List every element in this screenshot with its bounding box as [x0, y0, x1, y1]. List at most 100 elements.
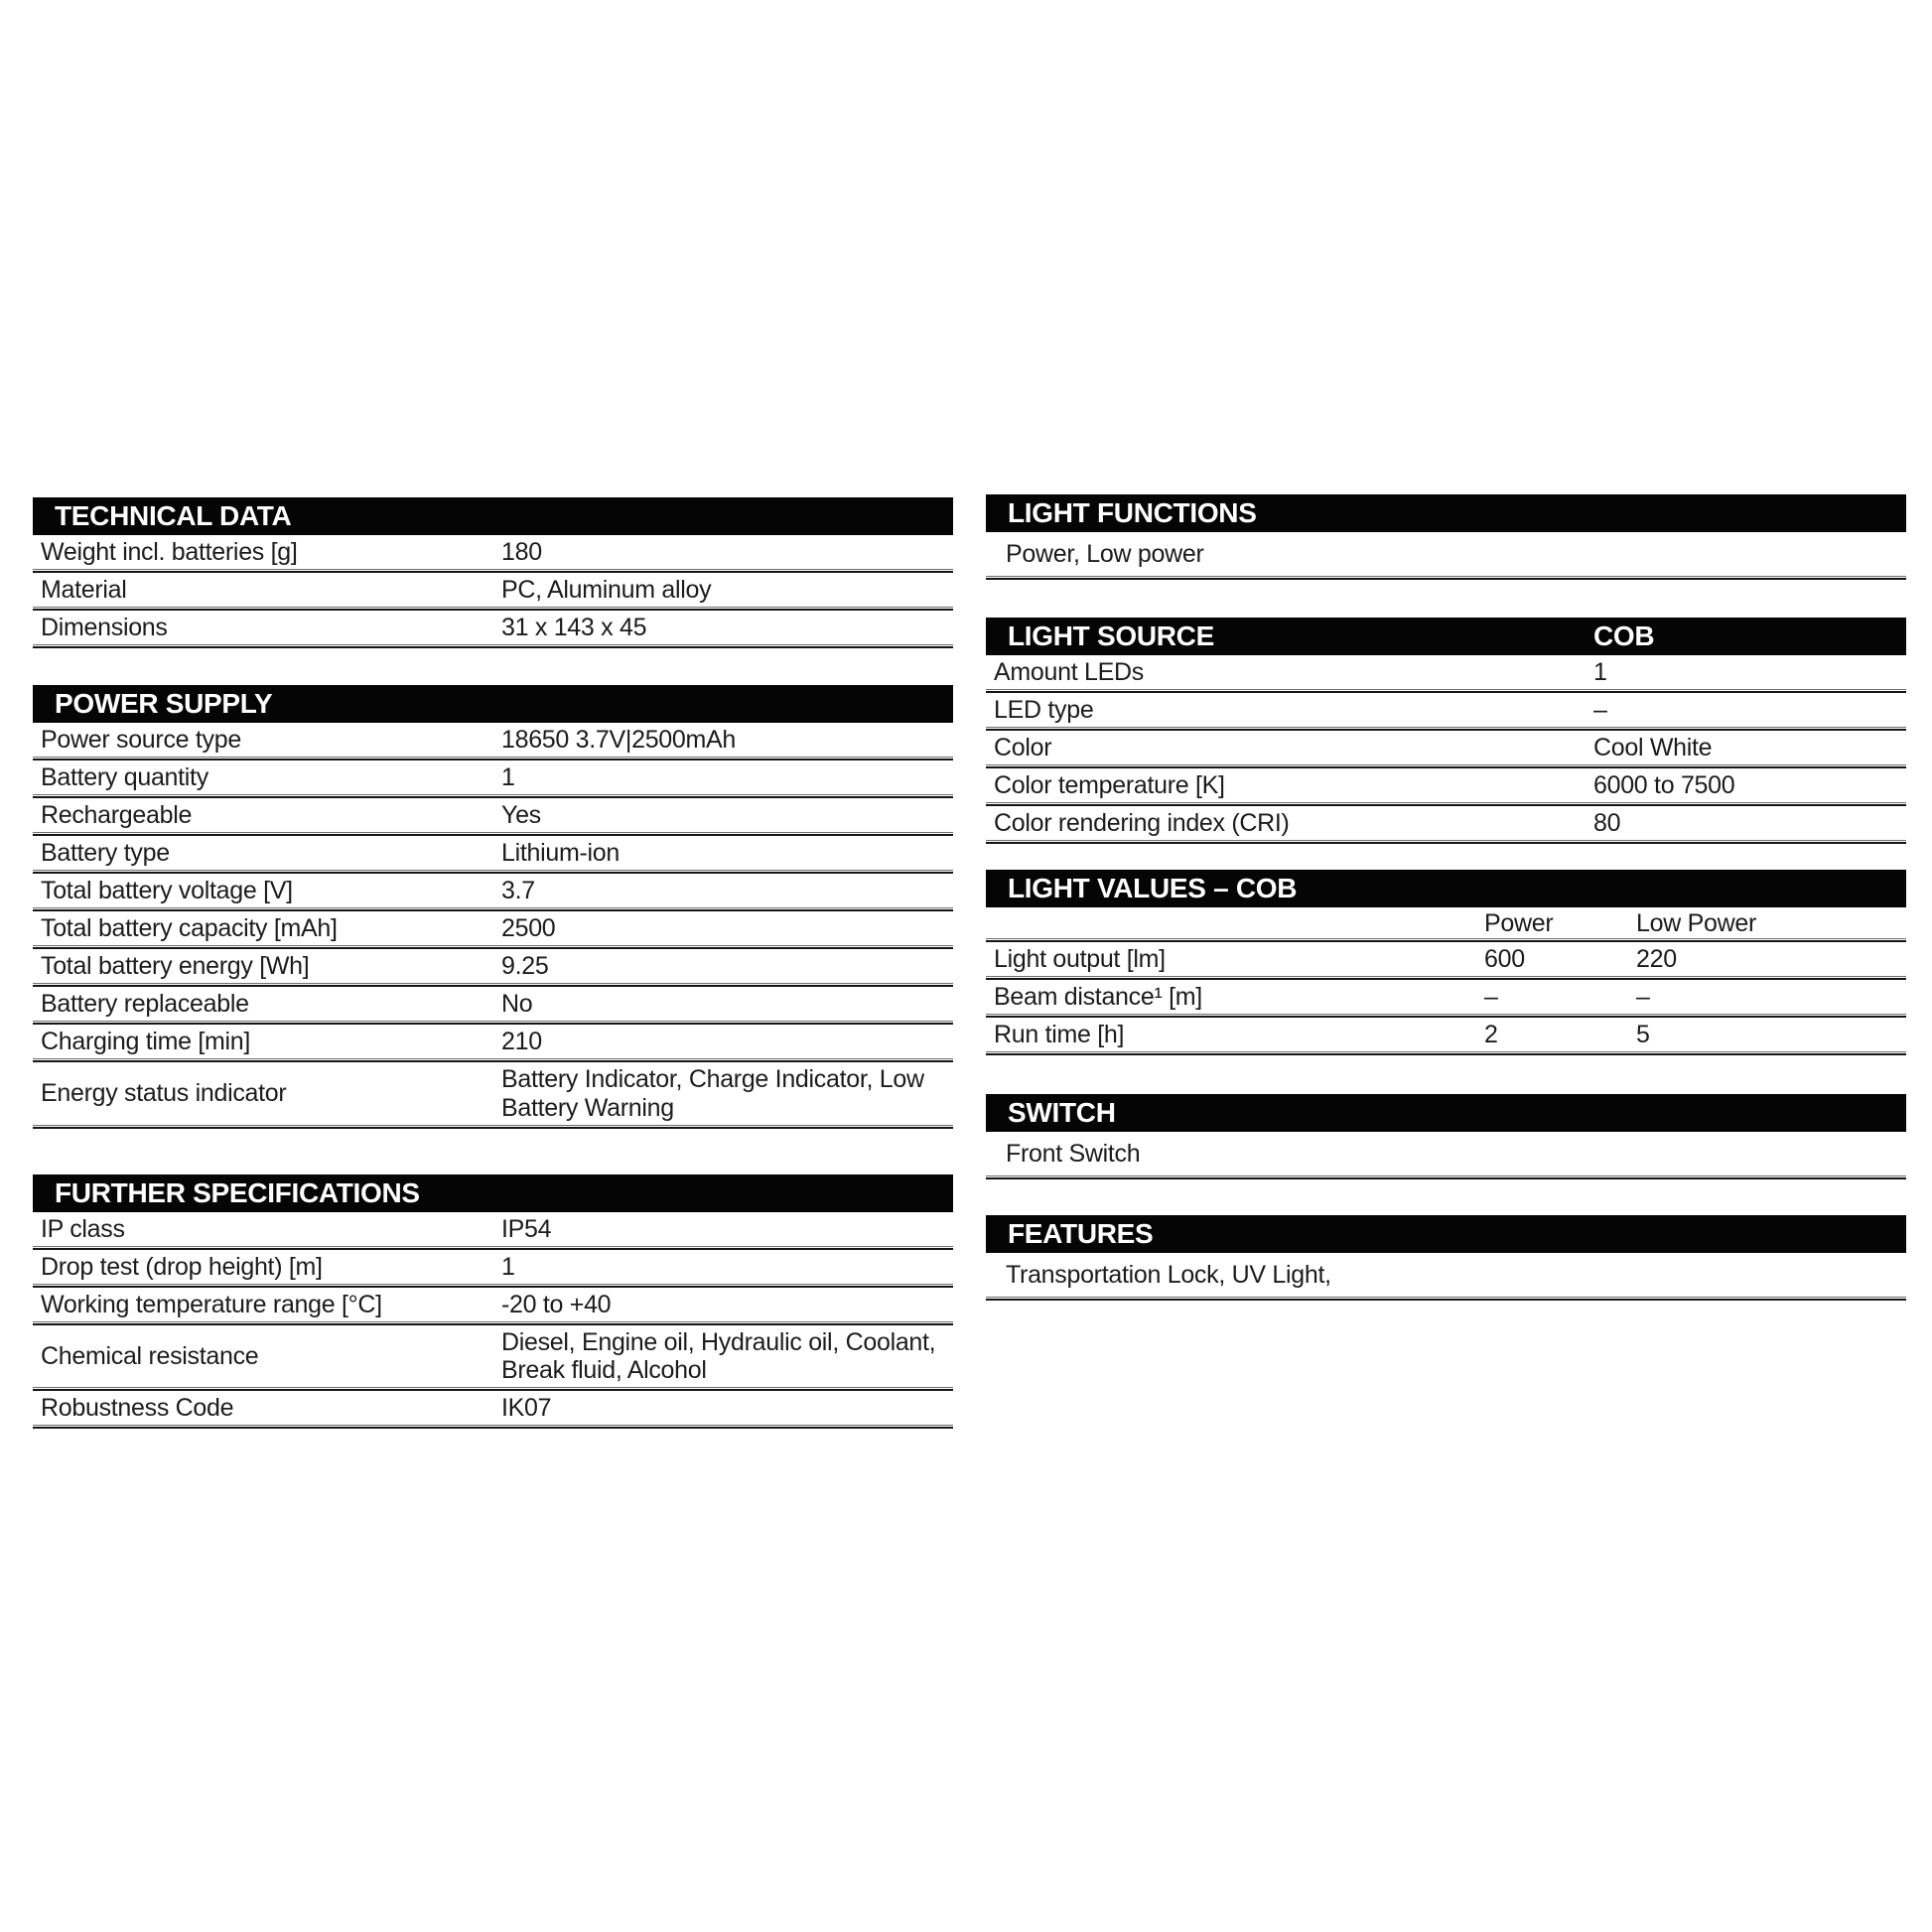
switch-table: SWITCH Front Switch: [986, 1093, 1906, 1179]
row-value: 18650 3.7V|2500mAh: [501, 726, 737, 755]
table-row: Chemical resistance Diesel, Engine oil, …: [33, 1325, 953, 1392]
row-label: IP class: [41, 1214, 125, 1243]
row-value: No: [501, 990, 533, 1019]
row-label: Battery quantity: [41, 763, 208, 792]
table-row: Front Switch: [986, 1132, 1906, 1179]
row-text: Power, Low power: [1006, 540, 1204, 569]
section-header-light-source: LIGHT SOURCE COB: [986, 618, 1906, 655]
section-title: LIGHT FUNCTIONS: [1008, 497, 1257, 528]
row-label: Rechargeable: [41, 801, 193, 830]
row-label: Working temperature range [°C]: [41, 1290, 382, 1318]
table-row: Power source type 18650 3.7V|2500mAh: [33, 723, 953, 760]
table-row: Charging time [min] 210: [33, 1025, 953, 1062]
section-title: SWITCH: [1008, 1096, 1116, 1128]
row-label: Color temperature [K]: [994, 771, 1225, 800]
section-header-switch: SWITCH: [986, 1093, 1906, 1132]
row-value: 1: [501, 763, 515, 792]
section-header-further-specifications: FURTHER SPECIFICATIONS: [33, 1173, 953, 1212]
row-value: 80: [1593, 809, 1621, 838]
row-value: 9.25: [501, 952, 549, 981]
table-row: Rechargeable Yes: [33, 798, 953, 836]
table-row: Battery quantity 1: [33, 760, 953, 798]
table-row: Working temperature range [°C] -20 to +4…: [33, 1288, 953, 1325]
row-label: Total battery energy [Wh]: [41, 952, 310, 981]
row-label: Energy status indicator: [41, 1079, 287, 1108]
row-value: IP54: [501, 1214, 552, 1243]
section-header-features: FEATURES: [986, 1214, 1906, 1253]
row-label: Weight incl. batteries [g]: [41, 538, 298, 567]
row-label: Chemical resistance: [41, 1341, 259, 1370]
section-title: TECHNICAL DATA: [55, 500, 292, 531]
table-row: Transportation Lock, UV Light,: [986, 1253, 1906, 1301]
row-value: 180: [501, 538, 542, 567]
row-value-low-power: 5: [1636, 1020, 1650, 1048]
row-label: Dimensions: [41, 614, 168, 642]
left-column: TECHNICAL DATA Weight incl. batteries [g…: [33, 497, 953, 1429]
row-value-low-power: 220: [1636, 944, 1677, 973]
row-label: Robustness Code: [41, 1394, 234, 1423]
table-row: Total battery energy [Wh] 9.25: [33, 949, 953, 987]
table-row: Total battery voltage [V] 3.7: [33, 874, 953, 911]
row-label: Battery type: [41, 839, 170, 868]
row-label: Material: [41, 576, 127, 605]
row-value: Lithium-ion: [501, 839, 620, 868]
light-source-table: LIGHT SOURCE COB Amount LEDs 1 LED type …: [986, 618, 1906, 844]
features-table: FEATURES Transportation Lock, UV Light,: [986, 1214, 1906, 1301]
row-label: Beam distance¹ [m]: [994, 982, 1202, 1011]
row-value-low-power: –: [1636, 982, 1650, 1011]
row-value: 31 x 143 x 45: [501, 614, 647, 642]
table-row: Dimensions 31 x 143 x 45: [33, 611, 953, 648]
row-value: IK07: [501, 1394, 552, 1423]
table-row: Beam distance¹ [m] – –: [986, 980, 1906, 1018]
column-header-row: Power Low Power: [986, 907, 1906, 942]
row-label: Total battery voltage [V]: [41, 877, 293, 905]
row-label: Light output [lm]: [994, 944, 1166, 973]
row-value: 1: [501, 1252, 515, 1281]
column-header-low-power: Low Power: [1636, 909, 1756, 937]
row-label: Drop test (drop height) [m]: [41, 1252, 323, 1281]
row-label: Charging time [min]: [41, 1028, 251, 1056]
row-text: Front Switch: [1006, 1139, 1141, 1168]
table-row: LED type –: [986, 693, 1906, 731]
table-row: Color Cool White: [986, 731, 1906, 768]
table-row: Color rendering index (CRI) 80: [986, 806, 1906, 844]
row-label: Battery replaceable: [41, 990, 249, 1019]
table-row: Energy status indicator Battery Indicato…: [33, 1062, 953, 1129]
row-value-power: 2: [1484, 1020, 1498, 1048]
row-label: Run time [h]: [994, 1020, 1125, 1048]
table-row: Material PC, Aluminum alloy: [33, 573, 953, 611]
section-header-light-functions: LIGHT FUNCTIONS: [986, 494, 1906, 532]
section-title: FURTHER SPECIFICATIONS: [55, 1176, 420, 1208]
section-title: FEATURES: [1008, 1217, 1154, 1249]
section-header-light-values-cob: LIGHT VALUES – COB: [986, 870, 1906, 907]
column-header-power: Power: [1484, 909, 1554, 937]
row-value: -20 to +40: [501, 1290, 612, 1318]
row-value-power: –: [1484, 982, 1498, 1011]
table-row: Amount LEDs 1: [986, 655, 1906, 693]
table-row: IP class IP54: [33, 1212, 953, 1250]
table-row: Drop test (drop height) [m] 1: [33, 1250, 953, 1288]
row-value: Yes: [501, 801, 541, 830]
row-label: Color rendering index (CRI): [994, 809, 1290, 838]
row-value: 210: [501, 1028, 542, 1056]
row-label: LED type: [994, 696, 1094, 725]
row-value: Battery Indicator, Charge Indicator, Low…: [501, 1065, 924, 1122]
table-row: Weight incl. batteries [g] 180: [33, 535, 953, 573]
table-row: Run time [h] 2 5: [986, 1018, 1906, 1055]
row-value: 6000 to 7500: [1593, 771, 1735, 800]
table-row: Battery type Lithium-ion: [33, 836, 953, 874]
row-label: Color: [994, 734, 1052, 762]
row-value: 3.7: [501, 877, 535, 905]
table-row: Total battery capacity [mAh] 2500: [33, 911, 953, 949]
table-row: Light output [lm] 600 220: [986, 942, 1906, 980]
technical-data-table: TECHNICAL DATA Weight incl. batteries [g…: [33, 497, 953, 648]
table-row: Color temperature [K] 6000 to 7500: [986, 768, 1906, 806]
row-value-power: 600: [1484, 944, 1525, 973]
section-title: LIGHT SOURCE: [1008, 621, 1214, 651]
row-value: –: [1593, 696, 1607, 725]
section-title: POWER SUPPLY: [55, 688, 273, 719]
section-header-power-supply: POWER SUPPLY: [33, 685, 953, 723]
row-value: PC, Aluminum alloy: [501, 576, 712, 605]
section-title: LIGHT VALUES – COB: [1008, 873, 1298, 903]
row-value: 1: [1593, 658, 1607, 687]
